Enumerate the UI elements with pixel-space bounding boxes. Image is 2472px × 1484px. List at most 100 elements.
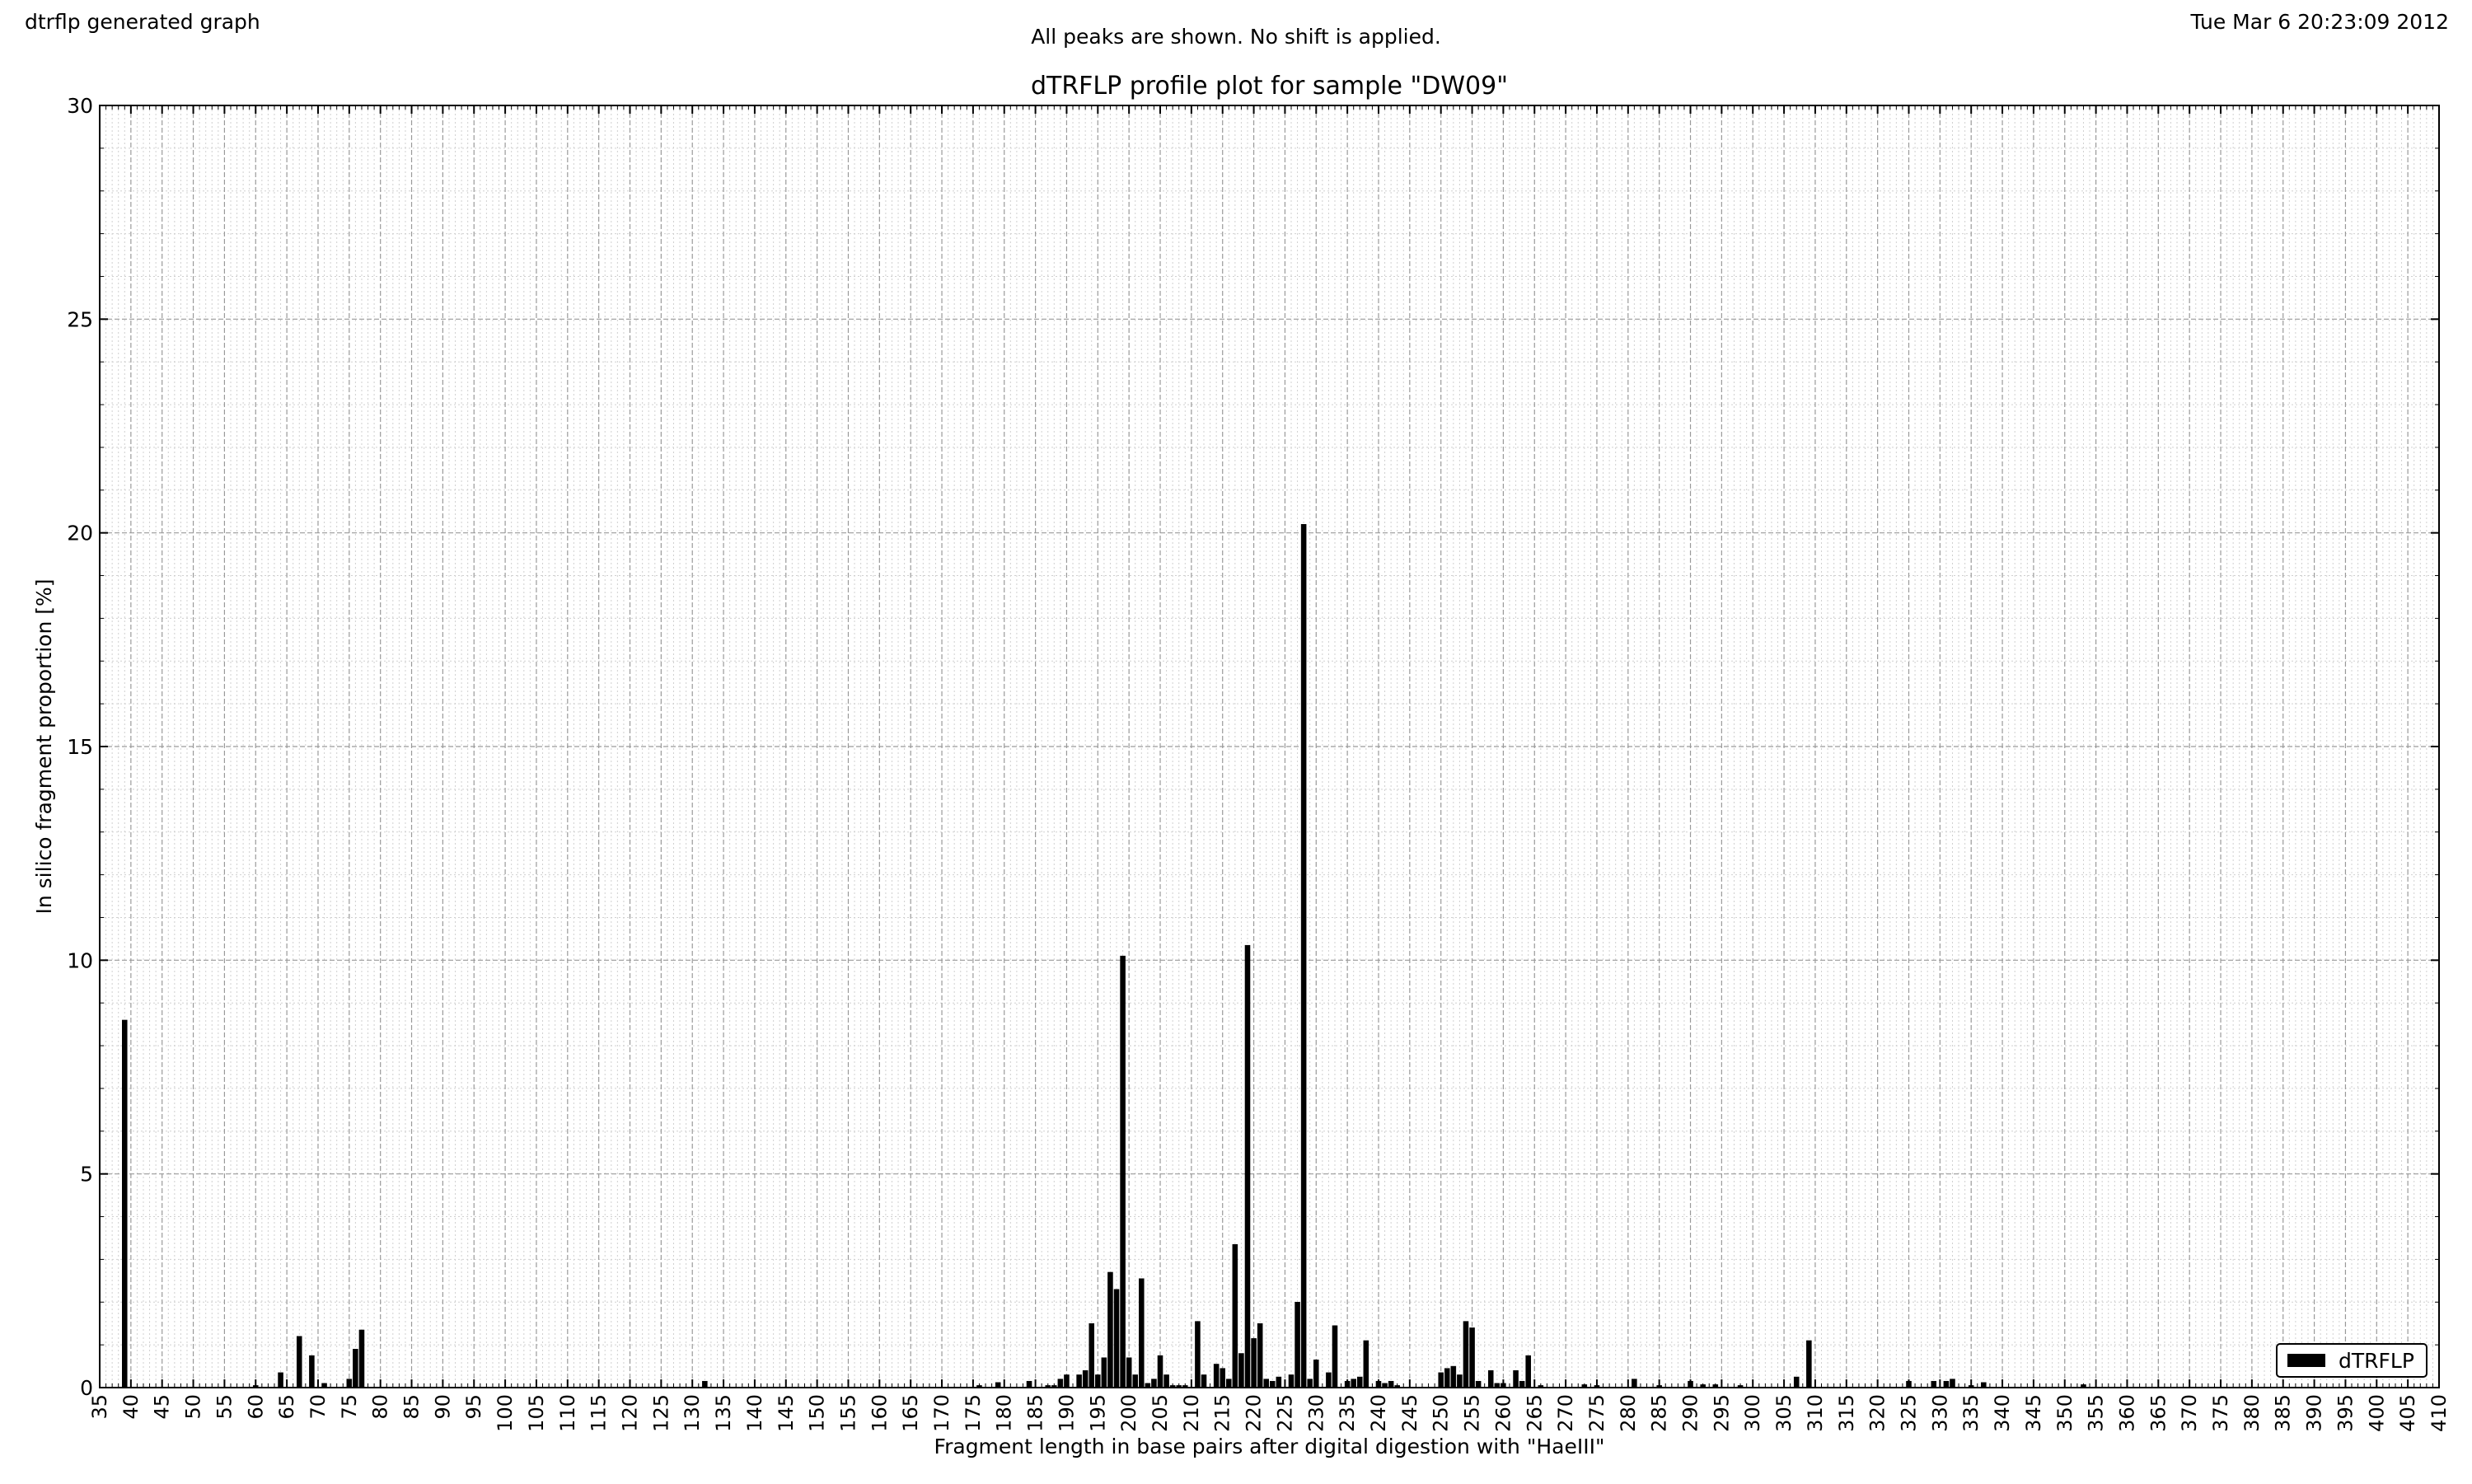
x-tick-label: 195 — [1086, 1394, 1109, 1432]
bar — [309, 1355, 315, 1388]
x-tick-label: 275 — [1585, 1394, 1608, 1432]
bar — [1195, 1321, 1201, 1388]
x-tick-label: 115 — [588, 1394, 611, 1432]
x-axis-label: Fragment length in base pairs after digi… — [934, 1435, 1605, 1458]
x-tick-label: 100 — [494, 1394, 517, 1432]
x-tick-label: 315 — [1835, 1394, 1858, 1432]
x-tick-label: 230 — [1304, 1394, 1327, 1432]
x-tick-label: 140 — [743, 1394, 766, 1432]
bar — [1525, 1355, 1531, 1388]
x-tick-label: 65 — [275, 1394, 298, 1420]
chart-title: dTRFLP profile plot for sample "DW09" — [1031, 72, 1508, 101]
y-tick-label: 15 — [67, 735, 93, 759]
x-tick-label: 40 — [119, 1394, 143, 1420]
x-tick-label: 35 — [88, 1394, 111, 1420]
x-tick-label: 165 — [899, 1394, 922, 1432]
x-tick-label: 90 — [431, 1394, 454, 1420]
x-tick-label: 155 — [836, 1394, 859, 1432]
header-timestamp: Tue Mar 6 20:23:09 2012 — [2190, 10, 2449, 34]
y-tick-label: 10 — [67, 948, 93, 972]
major-grid — [100, 105, 2439, 1388]
x-tick-label: 400 — [2365, 1394, 2388, 1432]
x-tick-label: 355 — [2085, 1394, 2108, 1432]
x-tick-label: 290 — [1679, 1394, 1702, 1432]
x-tick-label: 180 — [993, 1394, 1016, 1432]
x-tick-label: 205 — [1149, 1394, 1172, 1432]
x-tick-label: 95 — [462, 1394, 485, 1420]
x-tick-label: 145 — [775, 1394, 798, 1432]
x-tick-label: 85 — [400, 1394, 424, 1420]
x-tick-label: 385 — [2272, 1394, 2295, 1432]
x-tick-label: 190 — [1055, 1394, 1078, 1432]
x-tick-label: 220 — [1243, 1394, 1266, 1432]
x-tick-label: 285 — [1648, 1394, 1671, 1432]
x-tick-label: 295 — [1710, 1394, 1733, 1432]
bar — [1120, 955, 1126, 1388]
x-tick-label: 305 — [1772, 1394, 1795, 1432]
y-axis-label: In silico fragment proportion [%] — [32, 578, 56, 914]
bar — [122, 1019, 128, 1388]
x-tick-label: 375 — [2209, 1394, 2232, 1432]
x-tick-label: 210 — [1180, 1394, 1203, 1432]
axis-tick-labels: 35 40 45 50 55 60 65 70 75 80 85 90 95 100 105 110 115 12… — [67, 94, 2451, 1432]
x-tick-label: 395 — [2334, 1394, 2357, 1432]
x-tick-label: 255 — [1461, 1394, 1484, 1432]
bar — [1244, 944, 1251, 1388]
x-tick-label: 365 — [2147, 1394, 2170, 1432]
x-tick-label: 200 — [1117, 1394, 1140, 1432]
x-tick-label: 265 — [1523, 1394, 1546, 1432]
x-tick-label: 125 — [649, 1394, 672, 1432]
x-tick-label: 215 — [1211, 1394, 1234, 1432]
bar — [1139, 1278, 1145, 1388]
bar — [1107, 1271, 1113, 1388]
bar — [1363, 1340, 1369, 1388]
bar — [353, 1349, 358, 1388]
x-tick-label: 405 — [2396, 1394, 2419, 1432]
x-tick-label: 250 — [1430, 1394, 1453, 1432]
bar — [1113, 1289, 1120, 1388]
x-tick-label: 335 — [1959, 1394, 1983, 1432]
bar — [1257, 1322, 1263, 1388]
y-tick-label: 25 — [67, 307, 93, 331]
x-tick-label: 170 — [930, 1394, 953, 1432]
bar — [1101, 1357, 1107, 1388]
x-tick-label: 345 — [2022, 1394, 2045, 1432]
legend-swatch — [2287, 1354, 2325, 1367]
x-tick-label: 310 — [1804, 1394, 1827, 1432]
x-tick-label: 260 — [1491, 1394, 1515, 1432]
x-tick-label: 320 — [1866, 1394, 1889, 1432]
x-tick-label: 175 — [962, 1394, 985, 1432]
bar — [1089, 1322, 1095, 1388]
x-tick-label: 75 — [338, 1394, 361, 1420]
bars-group — [122, 524, 2086, 1388]
y-tick-label: 30 — [67, 94, 93, 118]
header-left-label: dtrflp generated graph — [25, 10, 260, 34]
x-tick-label: 280 — [1617, 1394, 1640, 1432]
x-tick-label: 50 — [182, 1394, 205, 1420]
bar — [296, 1336, 302, 1388]
x-tick-label: 300 — [1741, 1394, 1764, 1432]
axis-ticks — [99, 105, 2440, 1388]
bar — [1238, 1353, 1244, 1388]
x-tick-label: 150 — [806, 1394, 829, 1432]
bar — [1295, 1302, 1300, 1388]
x-tick-label: 370 — [2178, 1394, 2201, 1432]
x-tick-label: 225 — [1273, 1394, 1296, 1432]
x-tick-label: 270 — [1554, 1394, 1577, 1432]
legend-box — [2276, 1343, 2428, 1378]
bar — [1232, 1243, 1238, 1388]
x-tick-label: 70 — [307, 1394, 330, 1420]
x-tick-label: 390 — [2303, 1394, 2326, 1432]
x-tick-label: 235 — [1336, 1394, 1359, 1432]
x-tick-label: 110 — [556, 1394, 579, 1432]
x-tick-label: 80 — [369, 1394, 392, 1420]
y-tick-label: 5 — [80, 1163, 93, 1187]
x-tick-label: 410 — [2428, 1394, 2451, 1432]
header-subtitle: All peaks are shown. No shift is applied… — [1031, 25, 1441, 49]
x-tick-label: 160 — [868, 1394, 891, 1432]
x-tick-label: 55 — [213, 1394, 236, 1420]
legend: dTRFLP — [2276, 1343, 2428, 1378]
x-tick-label: 350 — [2053, 1394, 2076, 1432]
legend-label: dTRFLP — [2339, 1349, 2414, 1373]
bar — [1469, 1327, 1475, 1388]
